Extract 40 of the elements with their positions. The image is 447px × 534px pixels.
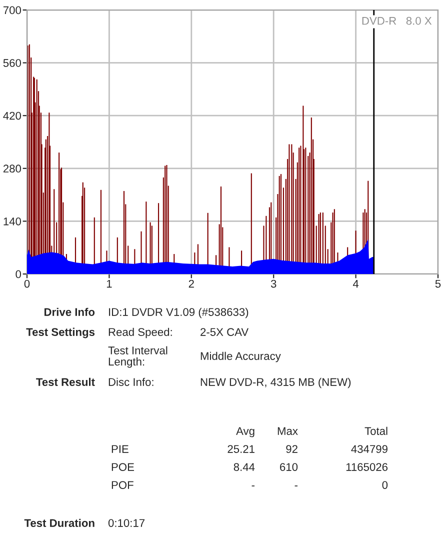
- text: 2-5X CAV: [200, 328, 249, 336]
- text: POE: [112, 463, 134, 471]
- x-tick-label: 4: [352, 280, 359, 288]
- text: 0: [382, 481, 388, 489]
- text: Max: [278, 427, 298, 435]
- text: Test Interval Length:: [108, 346, 168, 368]
- y-tick-label: 700: [3, 6, 22, 14]
- text: POF: [112, 481, 134, 489]
- text: ID:1 DVDR V1.09 (#538633): [109, 308, 248, 318]
- text: NEW DVD-R, 4315 MB (NEW): [200, 378, 351, 388]
- text: Test Result: [36, 378, 95, 386]
- x-tick-label: 5: [435, 280, 441, 288]
- text: 434799: [351, 445, 388, 453]
- text: Total: [364, 426, 388, 435]
- text: 0:10:17: [108, 519, 145, 527]
- text: PIE: [112, 445, 128, 453]
- y-tick-label: 420: [3, 112, 22, 120]
- text: 8.44: [234, 463, 255, 471]
- text: 25.21: [228, 445, 254, 453]
- y-tick-label: 0: [16, 270, 22, 278]
- y-tick-label: 140: [4, 217, 22, 226]
- text: Read Speed:: [108, 328, 172, 338]
- text: Test Settings: [26, 328, 95, 338]
- text: Middle Accuracy: [200, 352, 281, 362]
- chart-subtitle: DVD-R 8.0 X: [362, 16, 432, 25]
- text: -: [252, 485, 255, 486]
- text: -: [294, 485, 298, 486]
- y-tick-label: 280: [3, 164, 22, 173]
- text: Disc Info:: [108, 378, 154, 386]
- x-tick-label: 0: [24, 280, 30, 288]
- text: Avg: [236, 427, 254, 438]
- y-tick-label: 560: [3, 59, 22, 67]
- text: Drive Info: [44, 308, 95, 316]
- x-tick-label: 3: [270, 280, 276, 288]
- text: 610: [280, 463, 298, 471]
- text: 1165026: [346, 463, 388, 471]
- x-tick-label: 2: [188, 280, 194, 288]
- x-tick-label: 1: [106, 280, 112, 288]
- text: 92: [286, 445, 298, 453]
- text: Test Duration: [24, 518, 94, 527]
